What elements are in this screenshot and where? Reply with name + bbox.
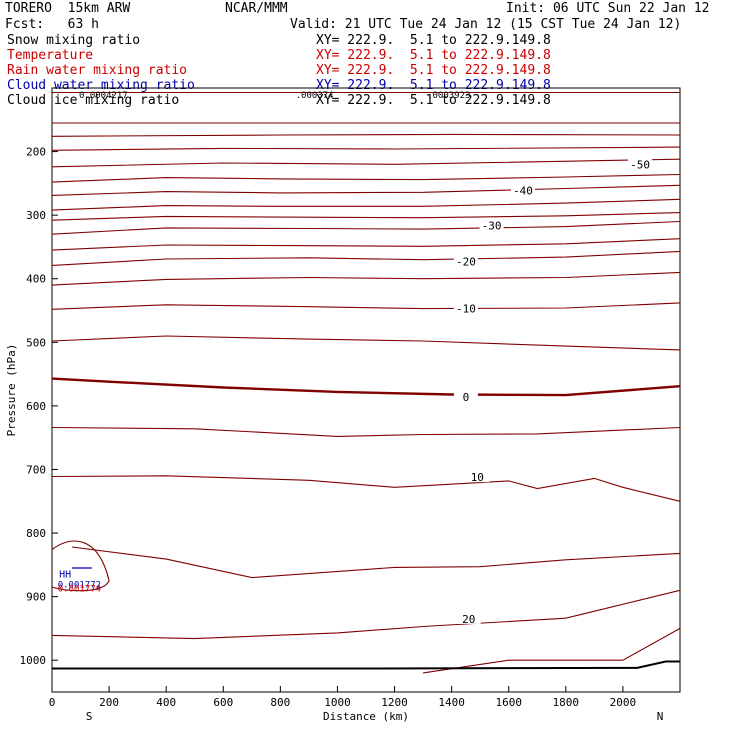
y-tick-label: 900 [26, 591, 46, 604]
legend-name-0: Snow mixing ratio [7, 33, 141, 48]
x-tick-label: 600 [213, 696, 233, 709]
contour-label--30: -30 [482, 219, 502, 232]
legend-name-2: Rain water mixing ratio [7, 63, 188, 78]
temp-contour--20 [51, 250, 681, 266]
temp-contour--10 [51, 302, 681, 310]
temp-contour-20 [51, 589, 681, 640]
x-tick-label: 1800 [553, 696, 580, 709]
temp-contour--45 [51, 184, 681, 196]
contour-label-bg [628, 157, 653, 170]
legend-xy-0: XY= 222.9. 5.1 to 222.9.149.8 [316, 33, 551, 48]
y-tick-label: 700 [26, 463, 46, 476]
temp-contour--30 [51, 220, 681, 235]
cloud-water-label: HH [59, 570, 71, 581]
legend-name-4: Cloud ice mixing ratio [7, 93, 180, 108]
endpoint-south: S [86, 710, 93, 723]
legend-xy-2: XY= 222.9. 5.1 to 222.9.149.8 [316, 63, 551, 78]
temp-contour--5 [51, 335, 681, 351]
contour-label--20: -20 [456, 256, 476, 269]
contour-label-20: 20 [462, 613, 475, 626]
contour-label--50: -50 [630, 158, 650, 171]
rain-value: 0.001774 [58, 585, 101, 595]
y-tick-label: 500 [26, 336, 46, 349]
contour-label-bg [453, 301, 478, 314]
x-tick-label: 0 [49, 696, 56, 709]
temp-contour-bubble [51, 540, 110, 592]
y-tick-label: 600 [26, 400, 46, 413]
terrain-surface [52, 660, 680, 670]
init-time: Init: 06 UTC Sun 22 Jan 12 [506, 1, 710, 16]
y-tick-label: 300 [26, 209, 46, 222]
contour-label-bg [465, 470, 490, 483]
forecast-hour: Fcst: 63 h [5, 17, 99, 32]
contour-label--10: -10 [456, 303, 476, 316]
x-tick-label: 200 [99, 696, 119, 709]
legend-name-1: Temperature [7, 48, 94, 63]
temp-contour--60 [51, 146, 681, 151]
x-tick-label: 1600 [495, 696, 522, 709]
temp-contour--15 [51, 271, 681, 286]
plot-frame [51, 87, 681, 693]
x-tick-label: 2000 [610, 696, 637, 709]
cloud-ice-value: .000374 [296, 91, 334, 101]
temp-contour-15 [71, 546, 681, 579]
cloud-ice-value: 0.0004217 [79, 91, 128, 101]
y-tick-label: 800 [26, 527, 46, 540]
temp-contour-25 [423, 627, 681, 674]
temp-contour--35 [51, 212, 681, 221]
temp-contour--65 [51, 133, 681, 137]
endpoint-north: N [657, 710, 664, 723]
x-axis-label: Distance (km) [323, 710, 409, 723]
organization: NCAR/MMM [225, 1, 288, 16]
model-name: TORERO 15km ARW [5, 1, 131, 16]
temp-contour--25 [51, 238, 681, 251]
x-tick-label: 1200 [381, 696, 408, 709]
valid-time: Valid: 21 UTC Tue 24 Jan 12 (15 CST Tue … [290, 17, 682, 32]
y-tick-label: 1000 [20, 654, 47, 667]
contour-label-bg [511, 183, 535, 196]
contour-label--40: -40 [513, 184, 533, 197]
temp-contour--40 [51, 198, 681, 211]
legend-xy-1: XY= 222.9. 5.1 to 222.9.149.8 [316, 48, 551, 63]
contour-label-bg [479, 218, 504, 231]
x-tick-label: 800 [270, 696, 290, 709]
x-tick-label: 1400 [438, 696, 465, 709]
legend-name-3: Cloud water mixing ratio [7, 78, 195, 93]
contour-label-10: 10 [471, 471, 484, 484]
x-tick-label: 1000 [324, 696, 351, 709]
contour-label-bg [456, 611, 481, 624]
temp-contour-10 [51, 475, 681, 502]
cloud-ice-value: .0003923 [427, 91, 470, 101]
x-tick-label: 400 [156, 696, 176, 709]
legend-xy-4: XY= 222.9. 5.1 to 222.9.149.8 [316, 93, 551, 108]
y-tick-label: 200 [26, 146, 46, 159]
temp-contour-5 [51, 426, 681, 437]
temp-contour--55 [51, 158, 681, 168]
y-tick-label: 400 [26, 273, 46, 286]
temp-contour-0 [51, 377, 681, 397]
contour-label-bg [453, 389, 478, 402]
temp-contour--50 [51, 173, 681, 183]
legend-xy-3: XY= 222.9. 5.1 to 222.9.149.8 [316, 78, 551, 93]
contour-label-0: 0 [463, 391, 470, 404]
cloud-water-value: 0.001772 [58, 581, 101, 591]
contour-label-bg [453, 254, 478, 267]
y-axis-label: Pressure (hPa) [5, 344, 18, 437]
